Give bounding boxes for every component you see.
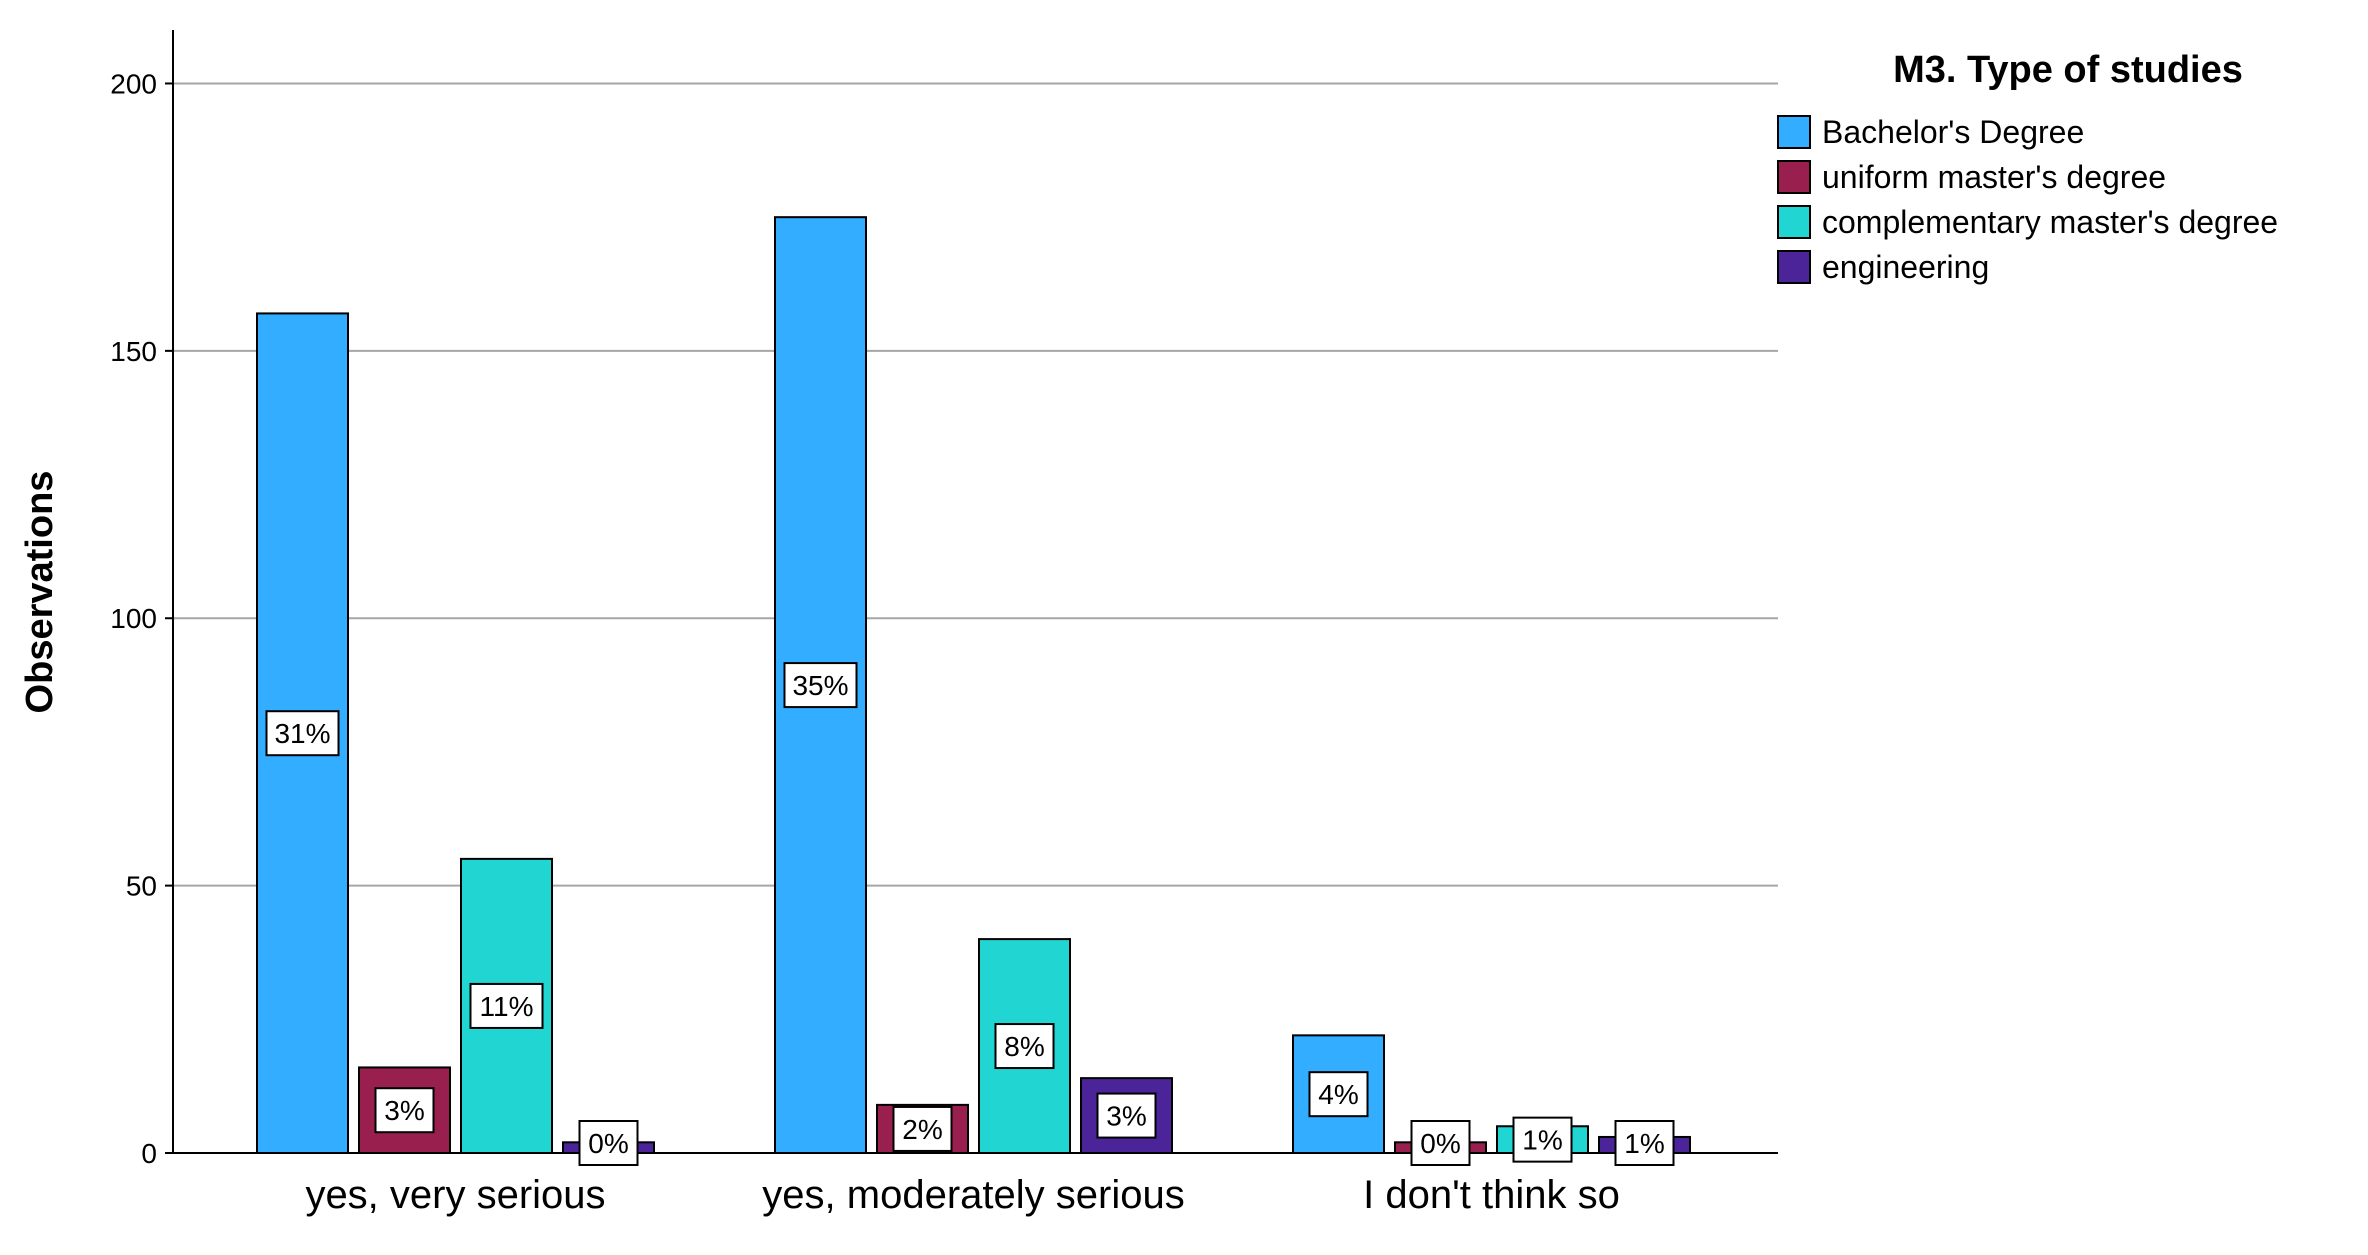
data-label: 3%	[1106, 1101, 1146, 1132]
data-label: 0%	[1420, 1128, 1460, 1159]
data-label-box	[1308, 1071, 1369, 1118]
data-label-box	[892, 1105, 953, 1152]
data-label: 0%	[588, 1128, 628, 1159]
y-tick-label: 50	[126, 871, 157, 902]
data-label-box	[994, 1023, 1055, 1070]
legend-swatch	[1777, 115, 1811, 149]
x-category-label: yes, very serious	[305, 1173, 605, 1217]
data-label: 3%	[384, 1095, 424, 1126]
legend-swatch	[1777, 250, 1811, 284]
data-label-box	[1614, 1120, 1675, 1166]
legend-label: uniform master's degree	[1822, 159, 2166, 195]
legend-label: complementary master's degree	[1822, 204, 2278, 240]
data-label-box	[265, 710, 340, 757]
x-category-label: yes, moderately serious	[762, 1173, 1184, 1217]
data-label: 8%	[1004, 1031, 1044, 1062]
data-label: 35%	[792, 670, 848, 701]
data-label-box	[1512, 1116, 1573, 1163]
y-tick-label: 100	[110, 603, 157, 634]
data-label: 11%	[480, 991, 534, 1022]
legend-label: engineering	[1822, 249, 1989, 285]
data-labels: 31% 3% 11% 0% 35% 2% 8% 3% 4% 0% 1% 1%	[265, 662, 1675, 1166]
data-label-box	[578, 1120, 639, 1166]
data-label-box	[1096, 1092, 1157, 1139]
data-label: 31%	[274, 718, 330, 749]
legend-label: Bachelor's Degree	[1822, 114, 2084, 150]
y-tick-label: 150	[110, 336, 157, 367]
y-axis-label: Observations	[19, 471, 61, 714]
legend-title: M3. Type of studies	[1893, 49, 2243, 91]
axes: 0 50 100 150 200 yes, very serious yes, modera…	[110, 30, 1778, 1217]
data-label-box	[783, 662, 858, 709]
legend: M3. Type of studies Bachelor's Degree uni…	[1777, 49, 2278, 285]
data-label: 1%	[1522, 1125, 1562, 1156]
data-label: 2%	[902, 1114, 942, 1145]
data-label: 4%	[1318, 1079, 1358, 1110]
y-tick-label: 0	[141, 1138, 157, 1169]
data-label-box	[1410, 1120, 1471, 1166]
legend-swatch	[1777, 205, 1811, 239]
data-label: 1%	[1624, 1128, 1664, 1159]
gridlines	[173, 82, 1778, 887]
x-category-label: I don't think so	[1363, 1173, 1620, 1217]
data-label-box	[469, 982, 544, 1029]
y-tick-label: 200	[110, 68, 157, 99]
data-label-box	[374, 1087, 435, 1134]
legend-swatch	[1777, 160, 1811, 194]
